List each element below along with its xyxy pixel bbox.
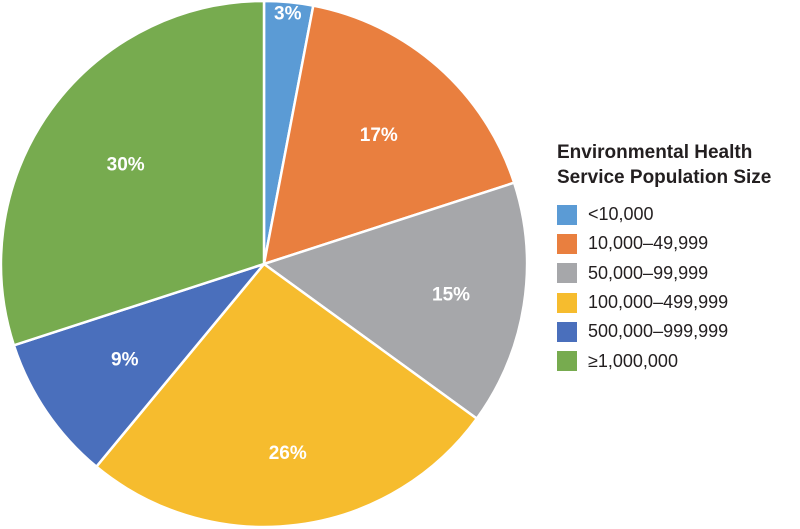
slice-data-label: 15% [432,285,470,306]
legend-label: 100,000–499,999 [588,292,729,313]
slice-data-label: 30% [107,155,145,176]
slice-data-label: 17% [360,125,398,146]
legend-swatch [557,233,577,254]
legend-title-line-2: Service Population Size [557,167,772,188]
legend-label: 10,000–49,999 [588,233,709,254]
legend-item: 50,000–99,999 [557,259,771,288]
legend-item: 100,000–499,999 [557,288,771,317]
legend-swatch [557,263,577,284]
legend-swatch [557,351,577,372]
slice-data-label: 26% [269,443,307,464]
legend-swatch [557,321,577,342]
pie-slice [94,262,479,529]
slice-data-label: 9% [111,350,139,371]
pie-slice [261,181,529,421]
legend-item: <10,000 [557,200,771,229]
legend-title-line-1: Environmental Health [557,142,753,163]
legend-item: 500,000–999,999 [557,317,771,346]
pie-slice [262,4,516,266]
legend-label: 50,000–99,999 [588,262,709,283]
legend-label: 500,000–999,999 [588,321,729,342]
legend-label: ≥1,000,000 [588,350,678,371]
legend-item: ≥1,000,000 [557,346,771,375]
pie-slice [0,0,266,347]
slice-data-label: 3% [274,4,302,25]
legend: Environmental Health Service Population … [557,140,771,376]
pie-chart: 3% 17% 15% 26% 9% 30% [0,0,529,529]
pie-slice [12,261,268,469]
legend-swatch [557,292,577,313]
legend-label: <10,000 [588,204,654,225]
legend-swatch [557,204,577,225]
legend-title: Environmental Health Service Population … [557,140,771,190]
legend-item: 10,000–49,999 [557,229,771,258]
